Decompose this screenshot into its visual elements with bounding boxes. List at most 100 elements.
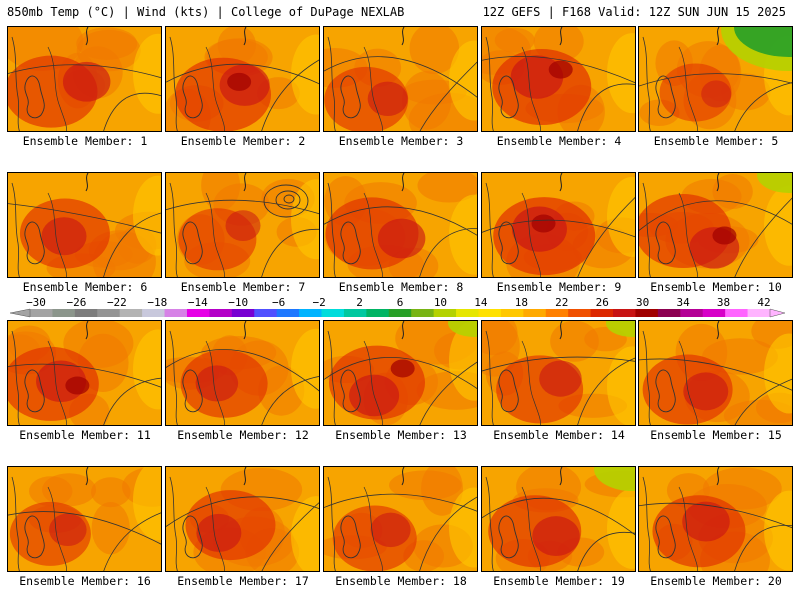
map-title: 850mb Temp (°C) | Wind (kts) | College o…: [7, 5, 405, 19]
temperature-map: [166, 321, 319, 425]
colorbar-swatch: [478, 309, 502, 317]
ensemble-member-label: Ensemble Member: 4: [496, 134, 622, 148]
colorbar-swatch: [30, 309, 53, 317]
temperature-map: [8, 27, 161, 131]
ensemble-map-panel: [481, 26, 636, 132]
ensemble-member-label: Ensemble Member: 10: [650, 280, 782, 294]
ensemble-member-label: Ensemble Member: 13: [335, 428, 467, 442]
colorbar-tick-label: −10: [228, 296, 248, 309]
temperature-colorbar: −30 −26 −22 −18 −14 −10 −6 −2 2 6 10 14 18 22 26 30 34 38…: [9, 296, 786, 318]
colorbar-tick-label: −22: [107, 296, 127, 309]
temperature-map: [482, 321, 635, 425]
colorbar-swatch: [657, 309, 681, 317]
colorbar-swatch: [186, 309, 210, 317]
ensemble-member-label: Ensemble Member: 3: [338, 134, 464, 148]
ensemble-member-label: Ensemble Member: 20: [650, 574, 782, 588]
temperature-map: [8, 467, 161, 571]
colorbar-tick-label: 42: [757, 296, 770, 309]
colorbar-right-arrow: [769, 308, 786, 318]
colorbar-tick-label: −14: [188, 296, 208, 309]
colorbar-tick-label: −26: [67, 296, 87, 309]
temperature-map: [324, 173, 477, 277]
temperature-map: [8, 321, 161, 425]
colorbar-left-arrow: [9, 308, 31, 318]
colorbar-swatch: [725, 309, 749, 317]
ensemble-map-panel: [323, 320, 478, 426]
ensemble-member-label: Ensemble Member: 2: [180, 134, 306, 148]
colorbar-tick-label: −18: [147, 296, 167, 309]
ensemble-member-label: Ensemble Member: 16: [19, 574, 151, 588]
colorbar-swatch: [568, 309, 592, 317]
colorbar-swatch: [635, 309, 659, 317]
colorbar-tick-label: 26: [596, 296, 609, 309]
colorbar-swatch: [276, 309, 300, 317]
ensemble-member-label: Ensemble Member: 19: [493, 574, 625, 588]
colorbar-swatch: [613, 309, 636, 317]
temperature-map: [324, 321, 477, 425]
temperature-map: [324, 27, 477, 131]
colorbar-swatch: [209, 309, 233, 317]
colorbar-swatch: [590, 309, 614, 317]
temperature-map: [639, 27, 792, 131]
ensemble-member-label: Ensemble Member: 11: [19, 428, 151, 442]
ensemble-map-panel: [481, 320, 636, 426]
colorbar-swatch: [321, 309, 345, 317]
colorbar-swatch: [74, 309, 98, 317]
ensemble-map-panel: [638, 172, 793, 278]
ensemble-member-label: Ensemble Member: 9: [496, 280, 622, 294]
ensemble-map-panel: [165, 320, 320, 426]
temperature-map: [482, 467, 635, 571]
colorbar-tick-label: 34: [676, 296, 690, 309]
ensemble-member-label: Ensemble Member: 8: [338, 280, 464, 294]
colorbar-tick-label: −30: [26, 296, 46, 309]
ensemble-map-panel: [638, 320, 793, 426]
ensemble-map-panel: [481, 172, 636, 278]
colorbar-swatch: [456, 309, 479, 317]
colorbar-tick-label: 30: [636, 296, 649, 309]
temperature-map: [639, 321, 792, 425]
temperature-map: [482, 173, 635, 277]
colorbar-swatch: [702, 309, 726, 317]
temperature-map: [639, 467, 792, 571]
colorbar-swatch: [343, 309, 367, 317]
ensemble-map-panel: [7, 466, 162, 572]
ensemble-map-panel: [7, 172, 162, 278]
ensemble-member-label: Ensemble Member: 7: [180, 280, 306, 294]
colorbar-tick-label: 10: [434, 296, 447, 309]
ensemble-map-panel: [7, 26, 162, 132]
ensemble-map-panel: [481, 466, 636, 572]
ensemble-map-panel: [165, 26, 320, 132]
colorbar-swatch: [433, 309, 457, 317]
colorbar-swatch: [299, 309, 323, 317]
colorbar-tick-label: 38: [717, 296, 730, 309]
colorbar-tick-label: 18: [515, 296, 528, 309]
ensemble-member-label: Ensemble Member: 15: [650, 428, 782, 442]
ensemble-member-label: Ensemble Member: 12: [177, 428, 309, 442]
temperature-map: [639, 173, 792, 277]
colorbar-swatch: [545, 309, 569, 317]
temperature-map: [482, 27, 635, 131]
temperature-map: [8, 173, 161, 277]
ensemble-map-panel: [165, 172, 320, 278]
colorbar-swatch: [254, 309, 278, 317]
ensemble-member-label: Ensemble Member: 17: [177, 574, 309, 588]
colorbar-swatch: [388, 309, 412, 317]
colorbar-tick-label: 14: [474, 296, 488, 309]
colorbar-tick-label: −6: [272, 296, 285, 309]
colorbar-swatch: [97, 309, 121, 317]
ensemble-map-panel: [638, 466, 793, 572]
colorbar-swatch: [366, 309, 390, 317]
ensemble-map-panel: [638, 26, 793, 132]
colorbar-swatch: [680, 309, 704, 317]
ensemble-map-panel: [7, 320, 162, 426]
colorbar-tick-label: 6: [397, 296, 404, 309]
temperature-map: [166, 467, 319, 571]
colorbar-swatch: [119, 309, 143, 317]
ensemble-map-panel: [323, 26, 478, 132]
ensemble-map-panel: [165, 466, 320, 572]
ensemble-member-label: Ensemble Member: 5: [653, 134, 779, 148]
colorbar-swatch: [500, 309, 524, 317]
temperature-map: [324, 467, 477, 571]
ensemble-map-panel: [323, 466, 478, 572]
ensemble-map-panel: [323, 172, 478, 278]
